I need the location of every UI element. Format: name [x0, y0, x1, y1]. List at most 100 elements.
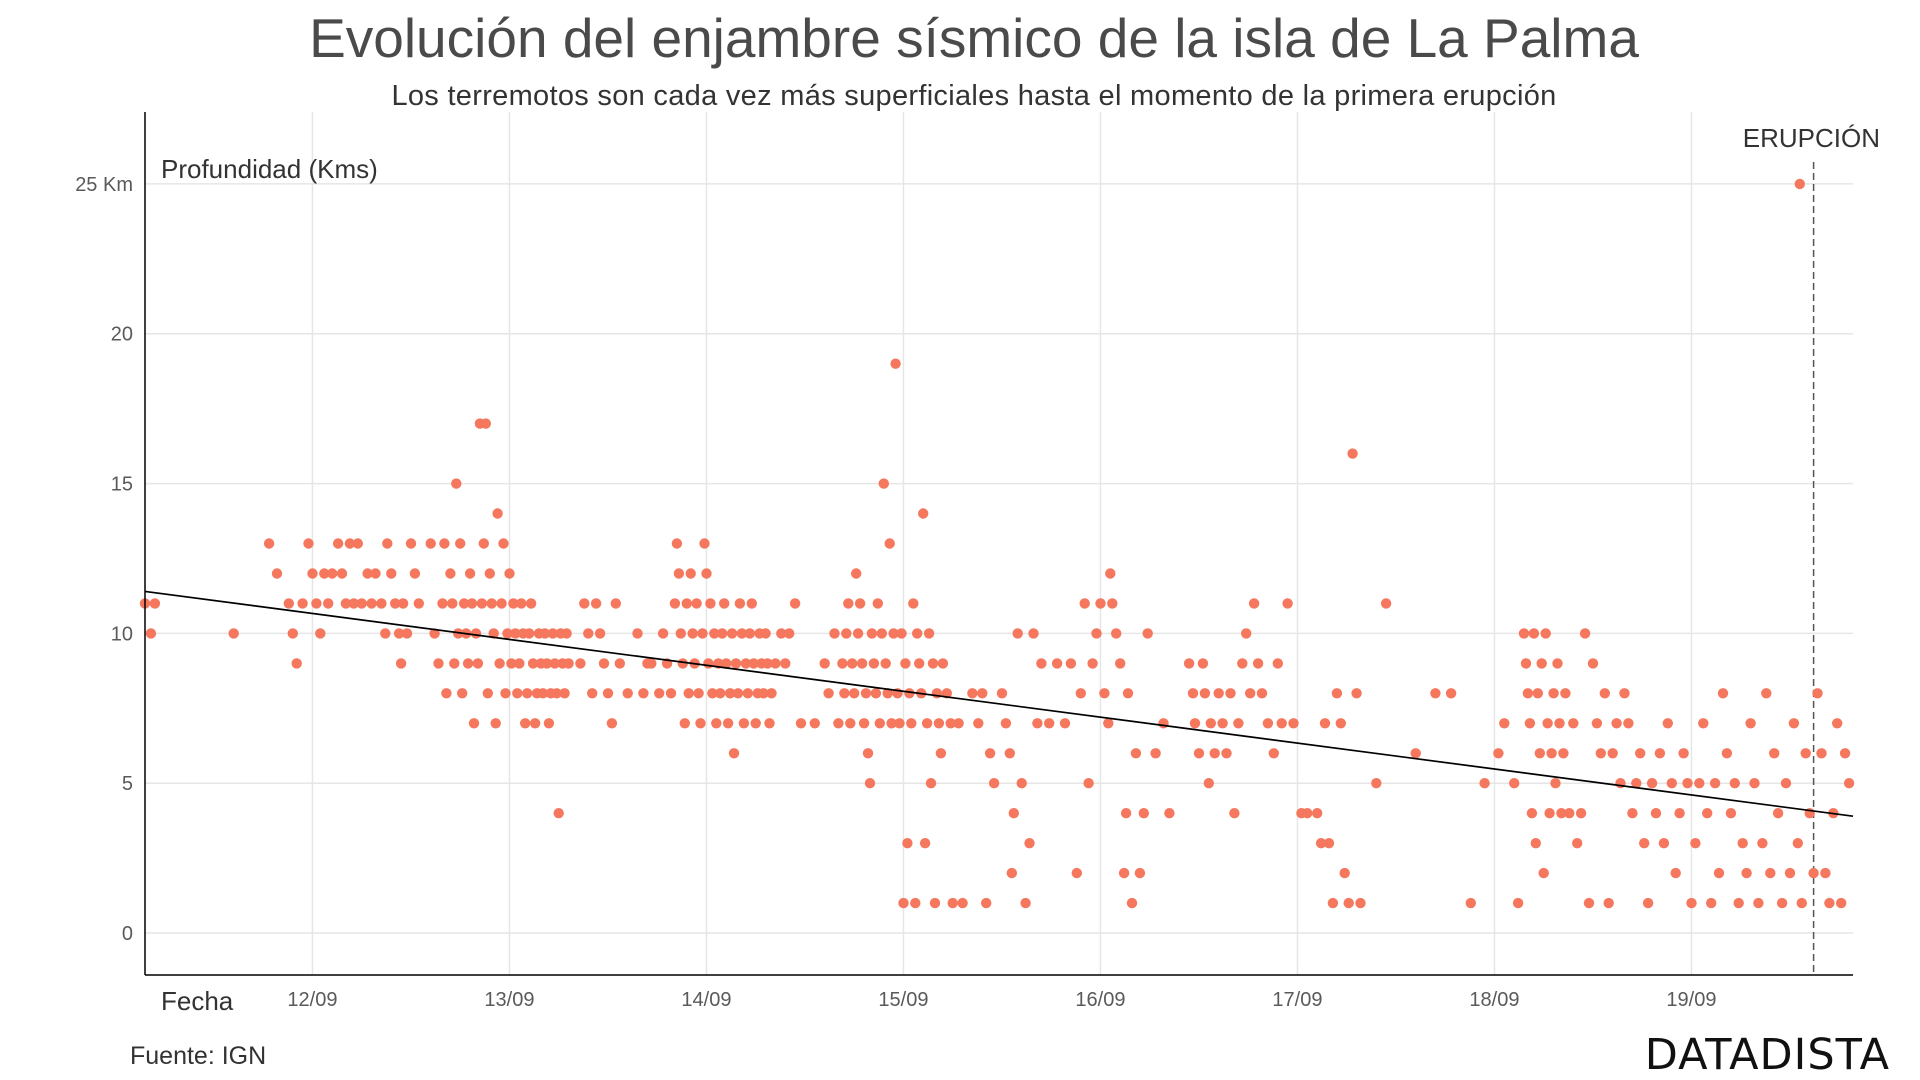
earthquake-point [902, 838, 913, 849]
earthquake-point [721, 658, 732, 669]
earthquake-point [228, 628, 239, 639]
earthquake-point [1599, 688, 1611, 699]
earthquake-point [472, 658, 484, 669]
earthquake-point [1241, 628, 1252, 639]
earthquake-point [386, 568, 397, 579]
earthquake-point [695, 718, 706, 729]
earthquake-point [425, 538, 436, 549]
earthquake-point [1199, 688, 1211, 699]
earthquake-point [707, 688, 718, 699]
earthquake-point [287, 628, 298, 639]
earthquake-point [1544, 808, 1555, 819]
earthquake-point [543, 718, 555, 729]
earthquake-point [1020, 897, 1031, 909]
earthquake-point [490, 718, 501, 729]
earthquake-point [537, 688, 549, 699]
earthquake-point [1552, 658, 1563, 669]
earthquake-point [1319, 718, 1331, 729]
earthquake-point [494, 658, 505, 669]
earthquake-point [1016, 778, 1027, 789]
earthquake-point [1717, 688, 1729, 699]
earthquake-point [638, 688, 649, 699]
earthquake-point [748, 658, 759, 669]
earthquake-point [681, 598, 692, 609]
earthquake-point [356, 598, 367, 609]
earthquake-point [464, 568, 476, 579]
earthquake-point [1225, 688, 1236, 699]
earthquake-point [529, 718, 541, 729]
earthquake-point [841, 628, 852, 639]
earthquake-point [1248, 598, 1260, 609]
earthquake-point [742, 688, 753, 699]
earthquake-point [409, 568, 421, 579]
earthquake-point [441, 688, 452, 699]
earthquake-point [1808, 867, 1819, 879]
earthquake-point [691, 598, 702, 609]
x-axis-ticks: 12/09 13/09 14/09 15/09 16/09 17/09 18/09 19/09 [287, 989, 1716, 1011]
trend-line [144, 590, 1854, 818]
earthquake-point [866, 628, 878, 639]
earthquake-point [1138, 808, 1150, 819]
earthquake-point [370, 568, 381, 579]
earthquake-point [457, 688, 468, 699]
earthquake-point [699, 538, 710, 549]
earthquake-point [547, 628, 558, 639]
earthquake-point [683, 688, 694, 699]
earthquake-point [1564, 808, 1575, 819]
earthquake-point [843, 598, 854, 609]
earthquake-point [1611, 718, 1622, 729]
earthquake-point [937, 658, 949, 669]
earthquake-point [1142, 628, 1153, 639]
earthquake-point [583, 628, 594, 639]
earthquake-point [1339, 867, 1350, 879]
earthquake-point [819, 658, 830, 669]
earthquake-point [1526, 808, 1538, 819]
earthquake-point [1528, 628, 1540, 639]
earthquake-point [1028, 628, 1039, 639]
x-tick-label: 12/09 [287, 989, 337, 1011]
earthquake-point [1520, 658, 1532, 669]
earthquake-point [1158, 718, 1169, 729]
earthquake-point [1355, 897, 1366, 909]
earthquake-point [1702, 808, 1713, 819]
earthquake-point [1542, 718, 1553, 729]
earthquake-point [977, 688, 988, 699]
y-axis-title: Profundidad (Kms) [161, 154, 378, 184]
earthquake-point [1800, 748, 1811, 759]
earthquake-point [348, 598, 359, 609]
y-tick-label: 20 [111, 324, 133, 346]
x-tick-label: 19/09 [1666, 989, 1716, 1011]
earthquake-point [1380, 598, 1392, 609]
earthquake-point [1509, 778, 1520, 789]
earthquake-point [837, 658, 848, 669]
earthquake-point [1217, 718, 1228, 729]
earthquake-point [488, 628, 499, 639]
earthquake-point [500, 688, 511, 699]
earthquake-point [1065, 658, 1077, 669]
earthquake-point [1654, 748, 1666, 759]
earthquake-point [953, 718, 964, 729]
earthquake-point [1051, 658, 1063, 669]
earthquake-point [1678, 748, 1689, 759]
earthquake-point [973, 718, 984, 729]
earthquake-point [1546, 748, 1557, 759]
earthquake-point [323, 598, 334, 609]
earthquake-point [433, 658, 444, 669]
earthquake-point [1674, 808, 1685, 819]
earthquake-point [1721, 748, 1733, 759]
earthquake-point [709, 628, 720, 639]
earthquake-point [1536, 658, 1547, 669]
earthquake-point [1430, 688, 1441, 699]
earthquake-point [876, 628, 887, 639]
earthquake-point [1118, 867, 1130, 879]
earthquake-point [437, 598, 448, 609]
earthquake-point [1522, 688, 1534, 699]
earthquake-point [886, 718, 897, 729]
axes [144, 112, 1853, 976]
earthquake-point [845, 718, 856, 729]
earthquake-point [520, 718, 531, 729]
earthquake-point [563, 658, 574, 669]
earthquake-point [1560, 688, 1571, 699]
earthquake-point [1635, 748, 1646, 759]
earthquake-point [1780, 778, 1792, 789]
